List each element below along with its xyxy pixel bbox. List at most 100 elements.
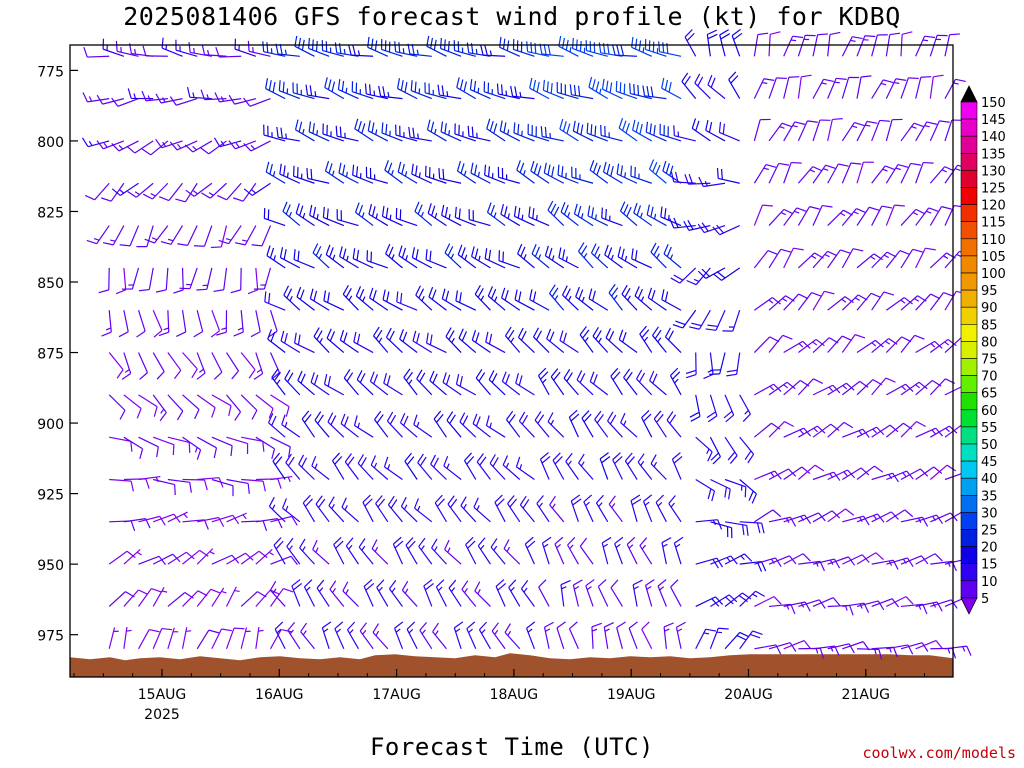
wind-barb-c23-l14	[432, 622, 447, 650]
wind-barb-c36-l6	[621, 284, 638, 311]
wind-barb-c15-l9	[314, 411, 330, 438]
wind-barb-c23-l12	[431, 538, 447, 565]
wind-barb-c27-l9	[485, 415, 506, 438]
wind-barb-c41-l8	[706, 394, 718, 423]
wind-barb-c30-l7	[533, 327, 550, 353]
wind-barb-c25-l1	[456, 77, 477, 100]
wind-barb-c23-l4	[427, 203, 447, 227]
wind-barb-c17-l9	[340, 413, 359, 438]
wind-barb-c23-l10	[430, 454, 447, 480]
wind-barb-c37-l7	[639, 325, 653, 353]
wind-barb-c21-l13	[401, 580, 418, 607]
wind-barb-c23-l13	[435, 579, 447, 607]
wind-barb-c30-l13	[538, 579, 550, 607]
wind-barb-c32-l13	[572, 579, 583, 607]
wind-barb-c26-l13	[474, 581, 491, 607]
wind-barb-c44-l3	[753, 163, 777, 184]
wind-barb-c56-l7	[929, 338, 957, 354]
wind-barb-c32-l1	[556, 81, 579, 100]
wind-barb-c15-l7	[313, 327, 330, 353]
wind-barb-c11-l0	[247, 40, 271, 57]
wind-barb-c0-l11	[109, 520, 136, 532]
wind-barb-c20-l10	[383, 456, 403, 480]
wind-barb-c12-l7	[267, 329, 286, 354]
wind-barb-c39-l11	[668, 495, 682, 523]
wind-barb-c33-l7	[579, 326, 594, 353]
wind-barb-c43-l1	[728, 71, 741, 99]
wind-barb-c47-l6	[797, 292, 822, 311]
wind-barb-c22-l9	[413, 414, 433, 438]
wind-barb-c2-l12	[138, 555, 166, 565]
wind-barb-c5-l4	[160, 225, 184, 245]
wind-barb-c12-l14	[274, 621, 286, 650]
wind-barb-c10-l13	[255, 589, 281, 607]
wind-barb-c23-l1	[424, 82, 447, 100]
wind-barb-c6-l9	[196, 436, 218, 459]
wind-barb-c5-l10	[182, 478, 208, 491]
wind-barb-c53-l13	[886, 596, 914, 608]
colorbar-swatch	[960, 443, 978, 462]
wind-barb-c2-l13	[138, 588, 162, 607]
colorbar-swatch	[960, 187, 978, 205]
wind-barb-c46-l1	[783, 76, 800, 99]
colorbar-swatch	[960, 375, 978, 394]
wind-barb-c43-l3	[716, 168, 740, 184]
wind-barb-c0-l9	[109, 436, 133, 452]
wind-barb-c49-l9	[827, 421, 854, 438]
wind-barb-c53-l12	[886, 557, 914, 568]
wind-barb-c18-l6	[355, 286, 374, 311]
wind-barb-c16-l1	[324, 77, 345, 100]
wind-barb-c47-l0	[797, 34, 816, 57]
wind-barb-c5-l3	[158, 182, 183, 202]
wind-barb-c34-l8	[589, 371, 609, 396]
wind-barb-c36-l7	[618, 329, 638, 354]
wind-barb-c1-l3	[101, 182, 125, 202]
wind-barb-c35-l8	[610, 367, 623, 396]
wind-barb-c35-l10	[612, 452, 623, 480]
wind-barb-c53-l11	[886, 509, 914, 523]
wind-barb-c14-l7	[294, 332, 315, 354]
wind-barb-c10-l5	[247, 267, 259, 295]
y-tick-label: 925	[37, 488, 64, 504]
wind-barb-c22-l14	[419, 621, 433, 650]
wind-barb-c27-l0	[480, 44, 506, 57]
wind-barb-c21-l14	[406, 621, 418, 650]
wind-barb-c31-l5	[544, 245, 565, 269]
wind-barb-c10-l0	[234, 38, 257, 57]
wind-barb-c2-l7	[137, 352, 149, 380]
wind-barb-c11-l8	[270, 394, 290, 417]
wind-barb-c7-l10	[211, 478, 234, 497]
wind-barb-c30-l5	[531, 244, 550, 269]
wind-barb-c4-l4	[144, 225, 169, 244]
wind-barb-c6-l14	[196, 629, 220, 650]
wind-barb-c36-l8	[623, 368, 638, 396]
wind-barb-c35-l12	[614, 536, 624, 565]
wind-barb-c14-l8	[297, 370, 315, 396]
wind-barb-c46-l5	[783, 247, 804, 269]
x-tick-label: 19AUG	[607, 687, 656, 703]
wind-barb-c47-l3	[797, 166, 823, 184]
wind-barb-c42-l12	[724, 553, 753, 565]
wind-barb-c48-l13	[812, 597, 841, 608]
wind-barb-c21-l7	[399, 329, 418, 354]
wind-barb-c4-l2	[141, 140, 169, 156]
wind-barb-c32-l5	[558, 247, 579, 269]
wind-barb-c44-l11	[754, 509, 782, 523]
wind-barb-c45-l4	[768, 208, 794, 226]
wind-barb-c14-l0	[294, 35, 315, 57]
wind-barb-c34-l14	[603, 621, 614, 649]
wind-barb-c19-l9	[374, 410, 389, 438]
wind-barb-c19-l7	[373, 326, 389, 353]
wind-barb-c14-l5	[293, 249, 315, 269]
wind-barb-c36-l9	[620, 412, 638, 438]
wind-barb-c32-l6	[561, 285, 579, 311]
wind-barb-c9-l10	[241, 478, 266, 492]
wind-barb-c10-l7	[253, 352, 264, 380]
wind-barb-c32-l2	[559, 118, 579, 142]
wind-barb-c7-l0	[188, 42, 212, 57]
wind-barb-c7-l6	[210, 310, 221, 338]
wind-barb-c6-l2	[169, 140, 198, 151]
wind-barb-c11-l1	[243, 97, 271, 107]
wind-barb-c48-l2	[812, 119, 831, 142]
wind-barb-c30-l3	[530, 160, 550, 184]
